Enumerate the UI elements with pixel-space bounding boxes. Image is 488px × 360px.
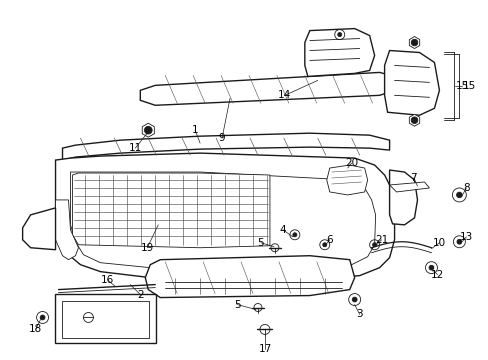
Circle shape bbox=[410, 39, 417, 46]
Text: 7: 7 bbox=[409, 173, 416, 183]
Circle shape bbox=[337, 32, 341, 37]
Polygon shape bbox=[408, 114, 419, 126]
Text: 19: 19 bbox=[141, 243, 154, 253]
Polygon shape bbox=[304, 28, 374, 76]
Text: 16: 16 bbox=[101, 275, 114, 285]
Polygon shape bbox=[142, 123, 154, 137]
Text: 12: 12 bbox=[430, 270, 443, 280]
Polygon shape bbox=[389, 182, 428, 192]
Polygon shape bbox=[72, 173, 269, 248]
Polygon shape bbox=[384, 50, 439, 115]
Text: 9: 9 bbox=[218, 133, 225, 143]
Circle shape bbox=[40, 315, 45, 320]
Text: 15: 15 bbox=[455, 81, 468, 91]
Circle shape bbox=[372, 243, 376, 247]
Text: 8: 8 bbox=[462, 183, 468, 193]
Polygon shape bbox=[408, 37, 419, 49]
Text: 10: 10 bbox=[432, 238, 445, 248]
Text: 18: 18 bbox=[29, 324, 42, 334]
Polygon shape bbox=[22, 208, 56, 250]
Polygon shape bbox=[70, 172, 375, 272]
Polygon shape bbox=[56, 153, 394, 282]
Polygon shape bbox=[145, 256, 354, 298]
Text: 13: 13 bbox=[459, 232, 472, 242]
Circle shape bbox=[456, 239, 461, 244]
Text: 15: 15 bbox=[462, 81, 475, 91]
Text: 17: 17 bbox=[258, 345, 271, 354]
Circle shape bbox=[144, 126, 152, 134]
Polygon shape bbox=[389, 170, 417, 225]
Text: 5: 5 bbox=[233, 300, 240, 310]
Text: 3: 3 bbox=[356, 310, 362, 319]
Text: 6: 6 bbox=[326, 235, 332, 245]
Circle shape bbox=[292, 233, 296, 237]
Circle shape bbox=[322, 243, 326, 247]
Text: 20: 20 bbox=[345, 158, 358, 168]
Text: 5: 5 bbox=[257, 238, 264, 248]
Polygon shape bbox=[56, 200, 78, 260]
Polygon shape bbox=[62, 133, 389, 160]
Polygon shape bbox=[140, 72, 394, 105]
Text: 4: 4 bbox=[279, 225, 285, 235]
Circle shape bbox=[456, 192, 461, 198]
Text: 21: 21 bbox=[374, 235, 387, 245]
Polygon shape bbox=[326, 165, 367, 195]
Text: 11: 11 bbox=[128, 143, 142, 153]
Text: 2: 2 bbox=[137, 289, 143, 300]
Circle shape bbox=[351, 297, 356, 302]
Circle shape bbox=[410, 117, 417, 123]
Text: 1: 1 bbox=[191, 125, 198, 135]
Circle shape bbox=[428, 265, 433, 270]
Text: 14: 14 bbox=[278, 90, 291, 100]
